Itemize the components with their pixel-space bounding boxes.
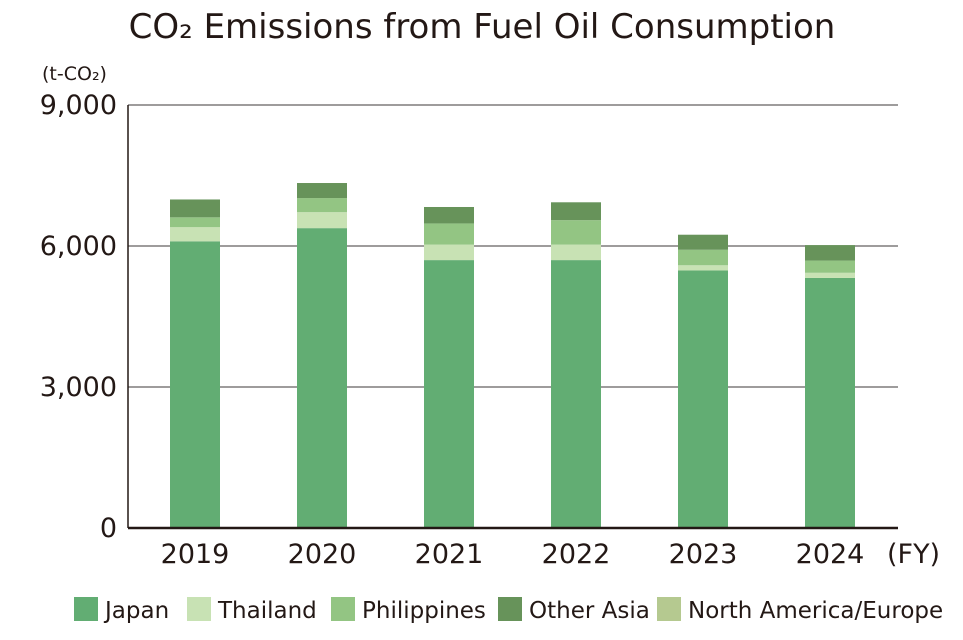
y-tick-labels: 0 3,000 6,000 9,000 (40, 90, 117, 544)
bar-2019-philippines (170, 217, 220, 228)
bar-2023-thailand (678, 265, 728, 271)
bar-2019-thailand (170, 227, 220, 242)
legend-swatch-philippines (331, 597, 355, 621)
legend-swatch-other-asia (498, 597, 522, 621)
bars (170, 183, 855, 529)
bar-2019-other-asia (170, 199, 220, 218)
y-tick-label: 6,000 (40, 231, 117, 262)
x-tick-labels: 2019 2020 2021 2022 2023 2024 (161, 539, 865, 570)
bar-2019-japan (170, 241, 220, 529)
bar-2022-other-asia (551, 202, 601, 221)
legend-label: Other Asia (529, 598, 650, 624)
bar-2021-thailand (424, 244, 474, 261)
x-tick-label: 2021 (415, 539, 484, 570)
y-axis-unit: (t-CO₂) (42, 63, 107, 85)
legend-swatch-north-america-europe (657, 597, 681, 621)
bar-2024-other-asia (805, 245, 855, 261)
chart-title: CO₂ Emissions from Fuel Oil Consumption (129, 7, 836, 47)
x-tick-label: 2023 (669, 539, 738, 570)
legend-label: Japan (103, 598, 169, 624)
x-tick-label: 2022 (542, 539, 611, 570)
bar-2021-japan (424, 260, 474, 528)
bar-2020-japan (297, 228, 347, 528)
bar-2024-philippines (805, 260, 855, 273)
bar-2023-japan (678, 270, 728, 528)
x-tick-label: 2020 (288, 539, 357, 570)
bar-2022-japan (551, 260, 601, 528)
x-tick-label: 2024 (796, 539, 865, 570)
bar-2024-thailand (805, 272, 855, 278)
bar-2021-philippines (424, 223, 474, 245)
bar-2020-other-asia (297, 183, 347, 199)
bar-2020-philippines (297, 198, 347, 213)
y-tick-label: 9,000 (40, 90, 117, 121)
bar-2022-thailand (551, 244, 601, 261)
legend-swatch-japan (74, 597, 98, 621)
legend: Japan Thailand Philippines Other Asia North … (74, 597, 943, 624)
legend-label: North America/Europe (688, 598, 943, 624)
bar-2021-other-asia (424, 206, 474, 224)
legend-label: Thailand (217, 598, 317, 624)
bar-2023-other-asia (678, 234, 728, 250)
bar-2020-thailand (297, 212, 347, 229)
gridlines (128, 104, 898, 388)
y-tick-label: 0 (100, 513, 117, 544)
x-axis-unit: (FY) (887, 539, 940, 570)
legend-label: Philippines (362, 598, 486, 624)
legend-swatch-thailand (187, 597, 211, 621)
y-tick-label: 3,000 (40, 372, 117, 403)
bar-2022-philippines (551, 220, 601, 245)
bar-2024-japan (805, 277, 855, 528)
bar-2023-philippines (678, 249, 728, 266)
x-tick-label: 2019 (161, 539, 230, 570)
axes (127, 105, 898, 530)
